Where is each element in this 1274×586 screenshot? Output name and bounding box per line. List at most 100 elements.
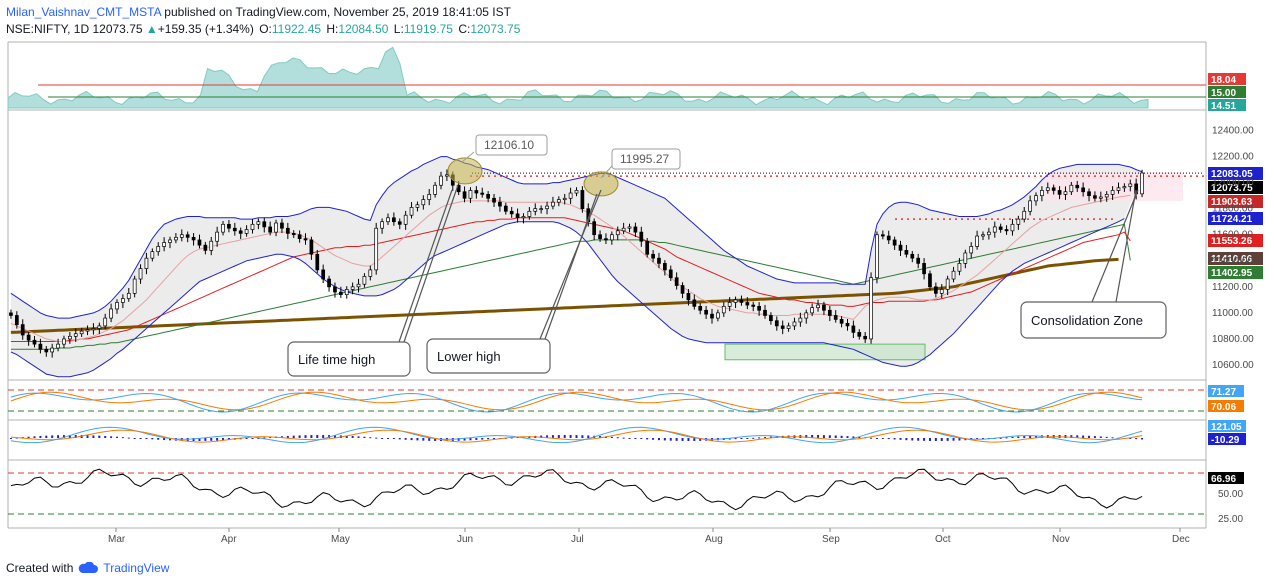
x-tick-label: Nov	[1052, 534, 1070, 545]
candle-body	[545, 205, 549, 210]
x-tick-label: Apr	[221, 534, 237, 545]
candle-body	[562, 197, 567, 200]
candle	[1087, 188, 1091, 202]
candle-body	[333, 286, 337, 293]
candle	[285, 222, 290, 240]
macd-histogram-bar	[410, 438, 413, 441]
candle-body	[280, 222, 284, 229]
candle-body	[20, 324, 25, 336]
candle	[1057, 186, 1062, 200]
macd-histogram-bar	[622, 437, 625, 439]
candle	[20, 319, 25, 340]
vix-price-label: 18.04	[1208, 73, 1246, 86]
macd-histogram-bar	[398, 438, 401, 440]
candle-body	[574, 190, 579, 194]
candle	[592, 218, 597, 241]
candle-body	[769, 315, 773, 322]
candle-body	[686, 292, 691, 301]
tradingview-brand-link[interactable]: TradingView	[103, 561, 170, 575]
candle	[992, 221, 997, 238]
candle-body	[1010, 223, 1015, 232]
candle	[1116, 182, 1121, 194]
candle	[1034, 192, 1038, 206]
candle-body	[291, 233, 296, 236]
candle-body	[262, 221, 267, 228]
candle	[374, 222, 379, 275]
macd-histogram-bar	[616, 437, 619, 439]
candle	[556, 196, 561, 207]
candle-body	[362, 276, 367, 285]
macd-histogram-bar	[999, 437, 1002, 439]
macd-histogram-bar	[434, 438, 437, 441]
macd-histogram-bar	[263, 437, 266, 439]
candle-body	[533, 208, 538, 212]
candle	[238, 227, 243, 240]
price-label: 11724.21	[1208, 212, 1263, 225]
candle-body	[374, 227, 379, 271]
candle-body	[733, 299, 738, 303]
callout-box	[1020, 301, 1167, 339]
price-label: 11553.26	[1208, 234, 1263, 247]
macd-histogram-bar	[86, 435, 89, 438]
candle-body	[421, 199, 426, 206]
candle	[309, 236, 314, 260]
candle	[1081, 182, 1085, 197]
candle	[1098, 191, 1103, 203]
candle	[150, 248, 155, 262]
candle	[998, 223, 1003, 233]
candle	[256, 218, 261, 230]
candle	[822, 301, 826, 316]
candle	[745, 297, 750, 310]
candle	[551, 196, 555, 210]
candle	[804, 309, 809, 324]
rsi-label-text: 70.06	[1211, 402, 1236, 413]
change-arrow-icon: ▲	[145, 22, 158, 36]
macd-histogram-bar	[740, 438, 743, 439]
candle-body	[433, 184, 437, 195]
candle-body	[274, 222, 278, 233]
price-label-text: 11410.66	[1211, 254, 1253, 265]
candle	[621, 222, 626, 235]
candle-body	[892, 239, 897, 246]
candle	[498, 196, 502, 212]
callout-text: Lower high	[437, 349, 501, 364]
rsi-label: 70.06	[1208, 400, 1244, 413]
price-label-text: 11724.21	[1211, 214, 1253, 225]
candle	[503, 202, 508, 215]
candle-body	[492, 197, 496, 203]
candle	[651, 249, 655, 263]
price-label: 12083.05	[1208, 167, 1263, 180]
candle	[62, 335, 66, 349]
candle	[721, 302, 726, 317]
candle	[209, 236, 214, 256]
callout-pointer	[544, 193, 598, 340]
candle	[716, 309, 720, 322]
candle-body	[845, 322, 850, 327]
candle	[392, 212, 396, 226]
macd-histogram-bar	[198, 438, 201, 441]
candle-body	[132, 278, 137, 294]
ma100-line	[10, 223, 1131, 350]
candle-body	[657, 257, 661, 264]
author-link[interactable]: Milan_Vaishnav_CMT_MSTA	[6, 5, 161, 19]
vix-label-text: 18.04	[1211, 75, 1236, 86]
x-tick-label: Jun	[457, 534, 473, 545]
candle	[415, 201, 420, 212]
candle	[79, 327, 84, 337]
macd-histogram-bar	[693, 438, 696, 441]
candle	[810, 303, 814, 317]
candle	[857, 329, 862, 340]
candle	[833, 310, 838, 323]
macd-histogram-bar	[817, 435, 820, 438]
candle-body	[1051, 187, 1056, 191]
price-tag-text: 12106.10	[484, 138, 534, 152]
candle-body	[138, 268, 143, 280]
macd-histogram-bar	[734, 438, 737, 440]
tag-pointer	[600, 165, 613, 179]
price-panel[interactable]: 12106.10 11995.27 Life time high Lower high…	[9, 134, 1263, 378]
price-label-bg	[1208, 234, 1263, 247]
candle-body	[934, 286, 938, 294]
macd-histogram-bar	[1035, 435, 1038, 438]
price-label: 12073.75	[1208, 181, 1263, 194]
